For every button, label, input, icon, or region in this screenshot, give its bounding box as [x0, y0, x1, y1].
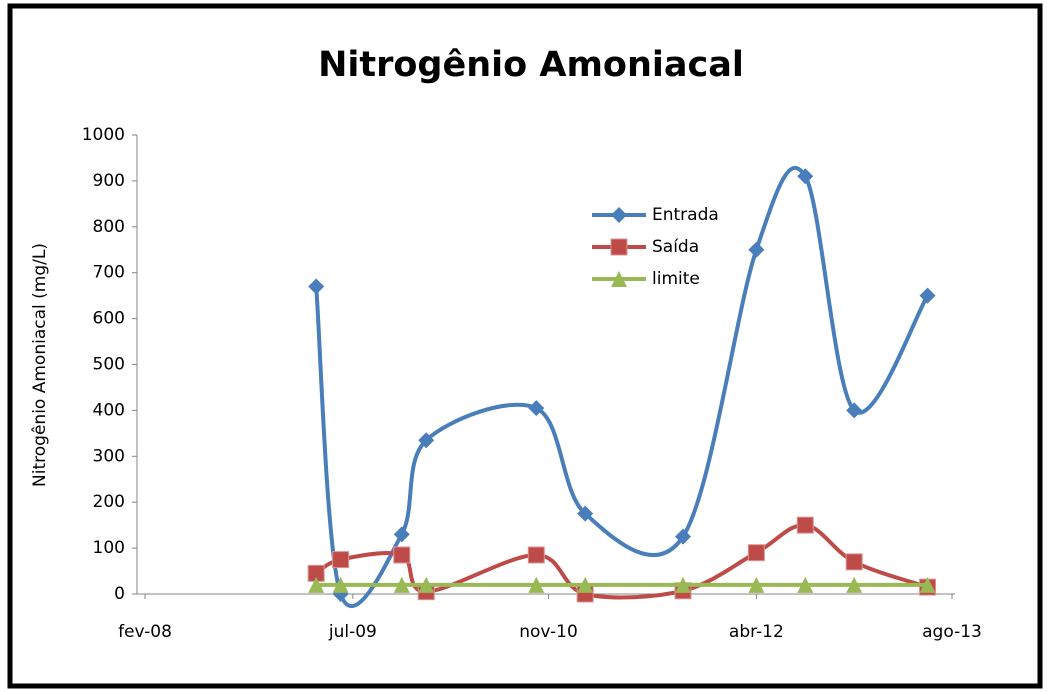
marker [418, 576, 435, 593]
chart-frame [7, 3, 1043, 689]
marker [577, 576, 594, 593]
marker [747, 544, 765, 562]
legend-marker [611, 271, 627, 287]
marker [845, 553, 863, 571]
legend-label: limite [652, 269, 700, 289]
y-tick-label: 700 [93, 263, 125, 283]
marker [748, 241, 765, 258]
marker [393, 576, 410, 593]
marker [393, 526, 410, 543]
marker [332, 551, 350, 569]
marker [527, 546, 545, 564]
marker [846, 576, 863, 593]
y-tick-label: 900 [93, 171, 125, 191]
legend-marker [610, 238, 628, 256]
legend-marker [611, 207, 627, 223]
marker [919, 576, 936, 593]
marker [919, 287, 936, 304]
x-tick-label: fev-08 [118, 622, 172, 642]
series-line [314, 166, 930, 608]
marker [797, 576, 814, 593]
x-tick-label: abr-12 [729, 622, 784, 642]
y-axis-title: Nitrogênio Amoniacal (mg/L) [30, 243, 50, 487]
y-tick-label: 1000 [82, 125, 125, 145]
marker [393, 546, 411, 564]
y-tick-label: 800 [93, 217, 125, 237]
y-tick-label: 100 [93, 538, 125, 558]
marker [308, 576, 325, 593]
y-tick-label: 400 [93, 400, 125, 420]
marker [796, 516, 814, 534]
marker [418, 432, 435, 449]
marker [577, 505, 594, 522]
marker [797, 168, 814, 185]
legend-label: Saída [652, 237, 699, 257]
x-tick-label: ago-13 [922, 622, 982, 642]
marker [846, 402, 863, 419]
chart-title: Nitrogênio Amoniacal [318, 45, 744, 85]
marker [528, 576, 545, 593]
marker [748, 576, 765, 593]
y-tick-label: 500 [93, 355, 125, 375]
marker [528, 400, 545, 417]
x-tick-label: nov-10 [519, 622, 578, 642]
marker [308, 278, 325, 295]
marker [675, 528, 691, 545]
legend-label: Entrada [652, 205, 719, 225]
marker [675, 576, 691, 593]
y-tick-label: 200 [93, 492, 125, 512]
marker [332, 576, 349, 593]
y-tick-label: 300 [93, 446, 125, 466]
x-tick-label: jul-09 [328, 622, 377, 642]
y-tick-label: 0 [114, 584, 125, 604]
y-tick-label: 600 [93, 309, 125, 329]
